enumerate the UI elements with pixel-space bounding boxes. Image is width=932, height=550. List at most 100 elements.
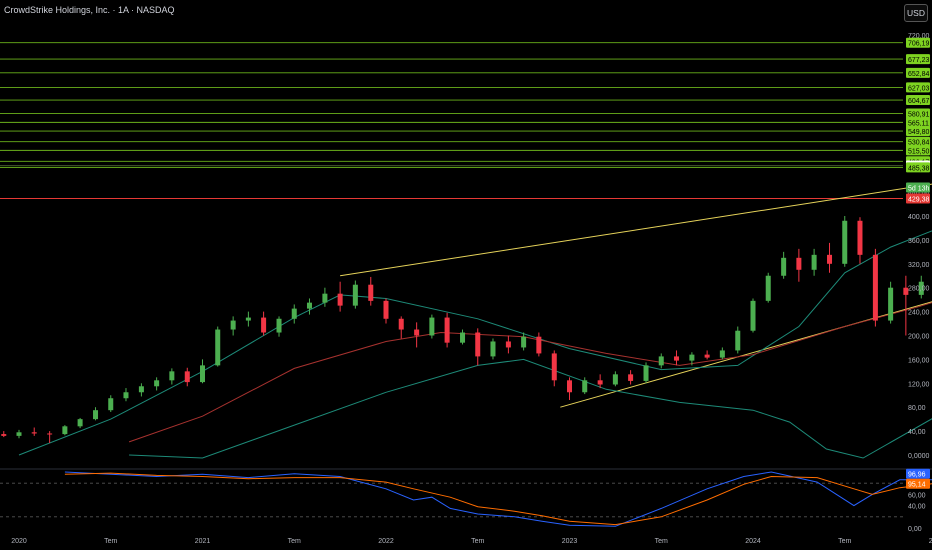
candle-body (673, 356, 679, 361)
candle (536, 332, 542, 357)
candle (719, 347, 725, 360)
candle (521, 332, 527, 351)
rsi-value-tag: 96,96 (906, 468, 930, 479)
price-tag-bg (906, 162, 930, 173)
price-tag-bg (906, 478, 930, 489)
candle (689, 352, 695, 366)
price-tag-text: 485,38 (908, 165, 930, 172)
trendline (340, 183, 932, 277)
price-level-tag: 580,91 (906, 108, 930, 119)
candle-body (16, 432, 22, 436)
candle-body (582, 380, 588, 393)
price-tag-bg (906, 193, 930, 204)
trendline (560, 301, 932, 408)
time-tick-label: Tem (471, 538, 484, 545)
candle (827, 242, 833, 273)
candle-body (1, 434, 7, 436)
candle (658, 353, 664, 369)
time-tick-label: 2024 (745, 538, 761, 545)
candle (184, 367, 190, 387)
candle (352, 280, 358, 309)
time-tick-label: 2021 (195, 538, 211, 545)
price-tag-text: 429,38 (908, 196, 930, 203)
candle-body (612, 374, 618, 385)
candle (704, 350, 710, 360)
time-tick-label: 2022 (378, 538, 394, 545)
price-tag-text: 96,96 (908, 472, 926, 479)
price-tag-bg (906, 54, 930, 65)
candle-body (689, 354, 695, 361)
candle-body (888, 287, 894, 321)
trendlines (340, 183, 932, 408)
candle-body (429, 317, 435, 336)
price-tag-bg (906, 95, 930, 106)
price-level-tag: 604,67 (906, 95, 930, 106)
candle-body (735, 330, 741, 351)
time-tick-label: Tem (288, 538, 301, 545)
price-tag-text: 515,50 (908, 148, 930, 155)
candles (1, 216, 924, 444)
candle-body (245, 317, 251, 321)
price-level-tag: 652,84 (906, 67, 930, 78)
time-tick-label: Tem (655, 538, 668, 545)
candle (582, 377, 588, 395)
price-tag-text: 627,03 (908, 85, 930, 92)
candle-body (322, 293, 328, 303)
price-tick-label: 720,00 (908, 33, 930, 40)
candle-body (475, 332, 481, 357)
axes: 0,0000 40,00 80,00 120,00 160,00 200,00 240,00… (11, 33, 932, 545)
rsi-tick-label: 0,00 (908, 526, 922, 533)
candle (490, 338, 496, 360)
candle-body (62, 426, 68, 435)
price-level-tag: 530,84 (906, 136, 930, 147)
price-tag-text: 706,19 (908, 41, 930, 48)
price-tag-text: 530,84 (908, 140, 930, 147)
candle (505, 335, 511, 354)
price-tag-text: 652,84 (908, 71, 930, 78)
candle (322, 287, 328, 307)
time-tick-label: 2023 (562, 538, 578, 545)
candle (796, 248, 802, 282)
candle (444, 312, 450, 348)
candle-body (918, 281, 924, 295)
price-tag-bg (906, 126, 930, 137)
time-tick-label: Tem (838, 538, 851, 545)
candle (368, 276, 374, 306)
price-tag-bg (906, 82, 930, 93)
candle-body (414, 329, 420, 336)
bollinger-bands (18, 230, 932, 459)
candle (811, 248, 817, 276)
candle-body (31, 432, 37, 434)
candle-body (184, 371, 190, 383)
candle (429, 314, 435, 339)
candle-body (337, 293, 343, 306)
rsi-k-line (64, 471, 932, 527)
candle-body (903, 287, 909, 295)
price-tag-text: 5d 13h (908, 185, 930, 192)
candle-body (306, 302, 312, 309)
chart-title: CrowdStrike Holdings, Inc. · 1A · NASDAQ (4, 5, 175, 15)
candle (460, 329, 466, 345)
candle-body (276, 318, 282, 333)
candle-body (352, 284, 358, 306)
price-level-tag: 706,19 (906, 37, 930, 48)
candle (62, 425, 68, 436)
candle (1, 431, 7, 438)
price-tick-label: 80,00 (908, 405, 926, 412)
candle-body (215, 329, 221, 366)
bb-middle-line (128, 302, 932, 443)
fib-levels (0, 42, 903, 199)
candle (93, 407, 99, 421)
price-level-tag: 677,23 (906, 54, 930, 65)
candle-body (567, 380, 572, 393)
currency-button[interactable]: USD (904, 4, 928, 22)
price-labels: 706,19 677,23 652,84 627,03 604,67 580,91 565,… (906, 37, 930, 489)
candle-body (291, 308, 297, 319)
price-level-tag: 429,38 (906, 193, 930, 204)
candle-body (796, 257, 802, 270)
candle-body (872, 254, 878, 321)
candle (108, 395, 114, 412)
price-tick-label: 360,00 (908, 238, 930, 245)
price-level-tag: 549,80 (906, 126, 930, 137)
